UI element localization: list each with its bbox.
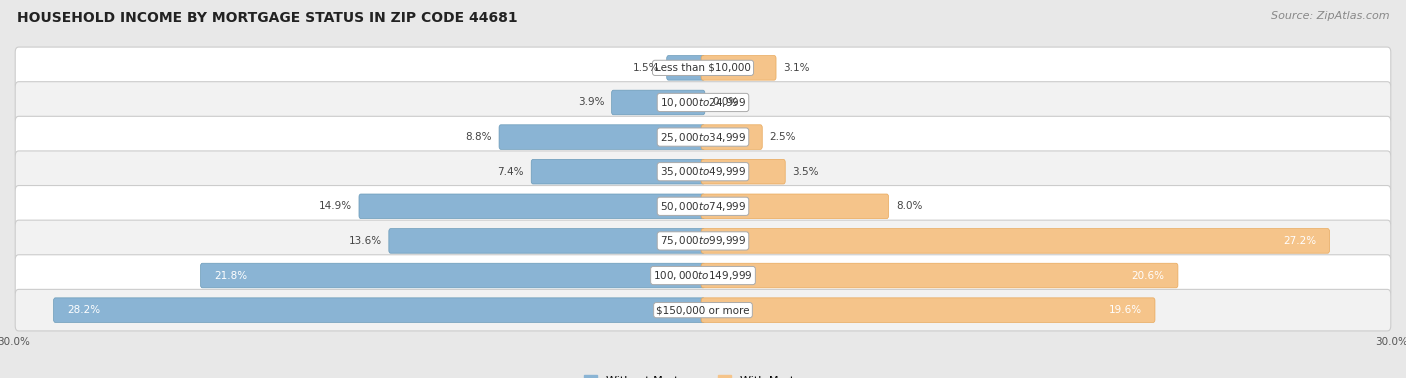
Text: 27.2%: 27.2% — [1284, 236, 1316, 246]
Text: $10,000 to $24,999: $10,000 to $24,999 — [659, 96, 747, 109]
Text: 8.0%: 8.0% — [896, 201, 922, 211]
FancyBboxPatch shape — [702, 298, 1154, 322]
Text: 28.2%: 28.2% — [67, 305, 100, 315]
FancyBboxPatch shape — [15, 290, 1391, 331]
FancyBboxPatch shape — [15, 220, 1391, 262]
Text: Source: ZipAtlas.com: Source: ZipAtlas.com — [1271, 11, 1389, 21]
FancyBboxPatch shape — [15, 82, 1391, 123]
FancyBboxPatch shape — [531, 160, 704, 184]
Text: 7.4%: 7.4% — [498, 167, 524, 177]
FancyBboxPatch shape — [201, 263, 704, 288]
Text: 2.5%: 2.5% — [769, 132, 796, 142]
Text: 3.1%: 3.1% — [783, 63, 810, 73]
FancyBboxPatch shape — [15, 255, 1391, 296]
FancyBboxPatch shape — [15, 186, 1391, 227]
FancyBboxPatch shape — [612, 90, 704, 115]
Text: 8.8%: 8.8% — [465, 132, 492, 142]
FancyBboxPatch shape — [702, 263, 1178, 288]
Text: 20.6%: 20.6% — [1132, 271, 1164, 280]
FancyBboxPatch shape — [389, 229, 704, 253]
Text: HOUSEHOLD INCOME BY MORTGAGE STATUS IN ZIP CODE 44681: HOUSEHOLD INCOME BY MORTGAGE STATUS IN Z… — [17, 11, 517, 25]
Text: 19.6%: 19.6% — [1108, 305, 1142, 315]
FancyBboxPatch shape — [702, 229, 1330, 253]
FancyBboxPatch shape — [53, 298, 704, 322]
Text: Less than $10,000: Less than $10,000 — [655, 63, 751, 73]
Text: $50,000 to $74,999: $50,000 to $74,999 — [659, 200, 747, 213]
Text: $75,000 to $99,999: $75,000 to $99,999 — [659, 234, 747, 248]
Text: 3.5%: 3.5% — [793, 167, 820, 177]
FancyBboxPatch shape — [15, 47, 1391, 88]
Text: 14.9%: 14.9% — [319, 201, 352, 211]
Legend: Without Mortgage, With Mortgage: Without Mortgage, With Mortgage — [579, 371, 827, 378]
FancyBboxPatch shape — [702, 160, 785, 184]
Text: $150,000 or more: $150,000 or more — [657, 305, 749, 315]
FancyBboxPatch shape — [702, 125, 762, 149]
Text: $25,000 to $34,999: $25,000 to $34,999 — [659, 130, 747, 144]
Text: 21.8%: 21.8% — [214, 271, 247, 280]
Text: 13.6%: 13.6% — [349, 236, 381, 246]
Text: 3.9%: 3.9% — [578, 98, 605, 107]
Text: 1.5%: 1.5% — [633, 63, 659, 73]
FancyBboxPatch shape — [702, 56, 776, 80]
FancyBboxPatch shape — [499, 125, 704, 149]
FancyBboxPatch shape — [666, 56, 704, 80]
Text: $100,000 to $149,999: $100,000 to $149,999 — [654, 269, 752, 282]
FancyBboxPatch shape — [359, 194, 704, 218]
Text: 0.0%: 0.0% — [713, 98, 738, 107]
FancyBboxPatch shape — [15, 151, 1391, 192]
FancyBboxPatch shape — [15, 116, 1391, 158]
FancyBboxPatch shape — [702, 194, 889, 218]
Text: $35,000 to $49,999: $35,000 to $49,999 — [659, 165, 747, 178]
